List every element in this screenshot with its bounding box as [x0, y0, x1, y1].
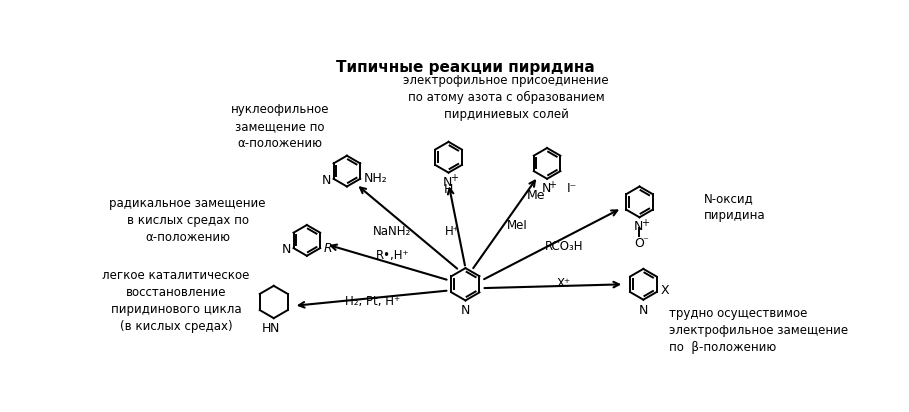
Text: H: H	[262, 322, 272, 335]
Text: N: N	[322, 174, 331, 187]
Text: N: N	[639, 304, 648, 316]
Text: +: +	[641, 218, 649, 228]
Text: электрофильное присоединение
по атому азота с образованием
пирдиниевых солей: электрофильное присоединение по атому аз…	[404, 74, 609, 121]
Text: O: O	[634, 237, 644, 250]
Text: RCO₃H: RCO₃H	[544, 241, 584, 253]
Text: MeI: MeI	[507, 218, 528, 232]
Text: X⁺: X⁺	[557, 277, 571, 290]
Text: N: N	[282, 243, 291, 256]
Text: трудно осуществимое
электрофильное замещение
по  β-положению: трудно осуществимое электрофильное замещ…	[669, 307, 848, 354]
Text: H: H	[444, 183, 454, 197]
Text: R: R	[324, 241, 333, 255]
Text: N: N	[443, 176, 453, 189]
Text: H₂, Pt, H⁺: H₂, Pt, H⁺	[345, 295, 400, 309]
Text: Типичные реакции пиридина: Типичные реакции пиридина	[336, 60, 594, 75]
Text: I⁻: I⁻	[567, 182, 577, 195]
Text: ⁻: ⁻	[643, 236, 649, 246]
Text: легкое каталитическое
восстановление
пиридинового цикла
(в кислых средах): легкое каталитическое восстановление пир…	[103, 269, 250, 333]
Text: N: N	[461, 304, 470, 317]
Text: N: N	[634, 220, 644, 233]
Text: X: X	[661, 284, 669, 297]
Text: R•,H⁺: R•,H⁺	[376, 249, 410, 262]
Text: +: +	[450, 173, 458, 183]
Text: N-оксид
пиридина: N-оксид пиридина	[704, 192, 765, 222]
Text: N: N	[542, 182, 551, 195]
Text: радикальное замещение
в кислых средах по
α-положению: радикальное замещение в кислых средах по…	[109, 197, 265, 244]
Text: NaNH₂: NaNH₂	[373, 225, 411, 239]
Text: +: +	[548, 180, 556, 190]
Text: нуклеофильное
замещение по
α-положению: нуклеофильное замещение по α-положению	[231, 103, 329, 150]
Text: NH₂: NH₂	[365, 172, 388, 185]
Text: H⁺: H⁺	[445, 225, 459, 239]
Text: Me: Me	[527, 189, 545, 202]
Text: N: N	[270, 322, 279, 335]
